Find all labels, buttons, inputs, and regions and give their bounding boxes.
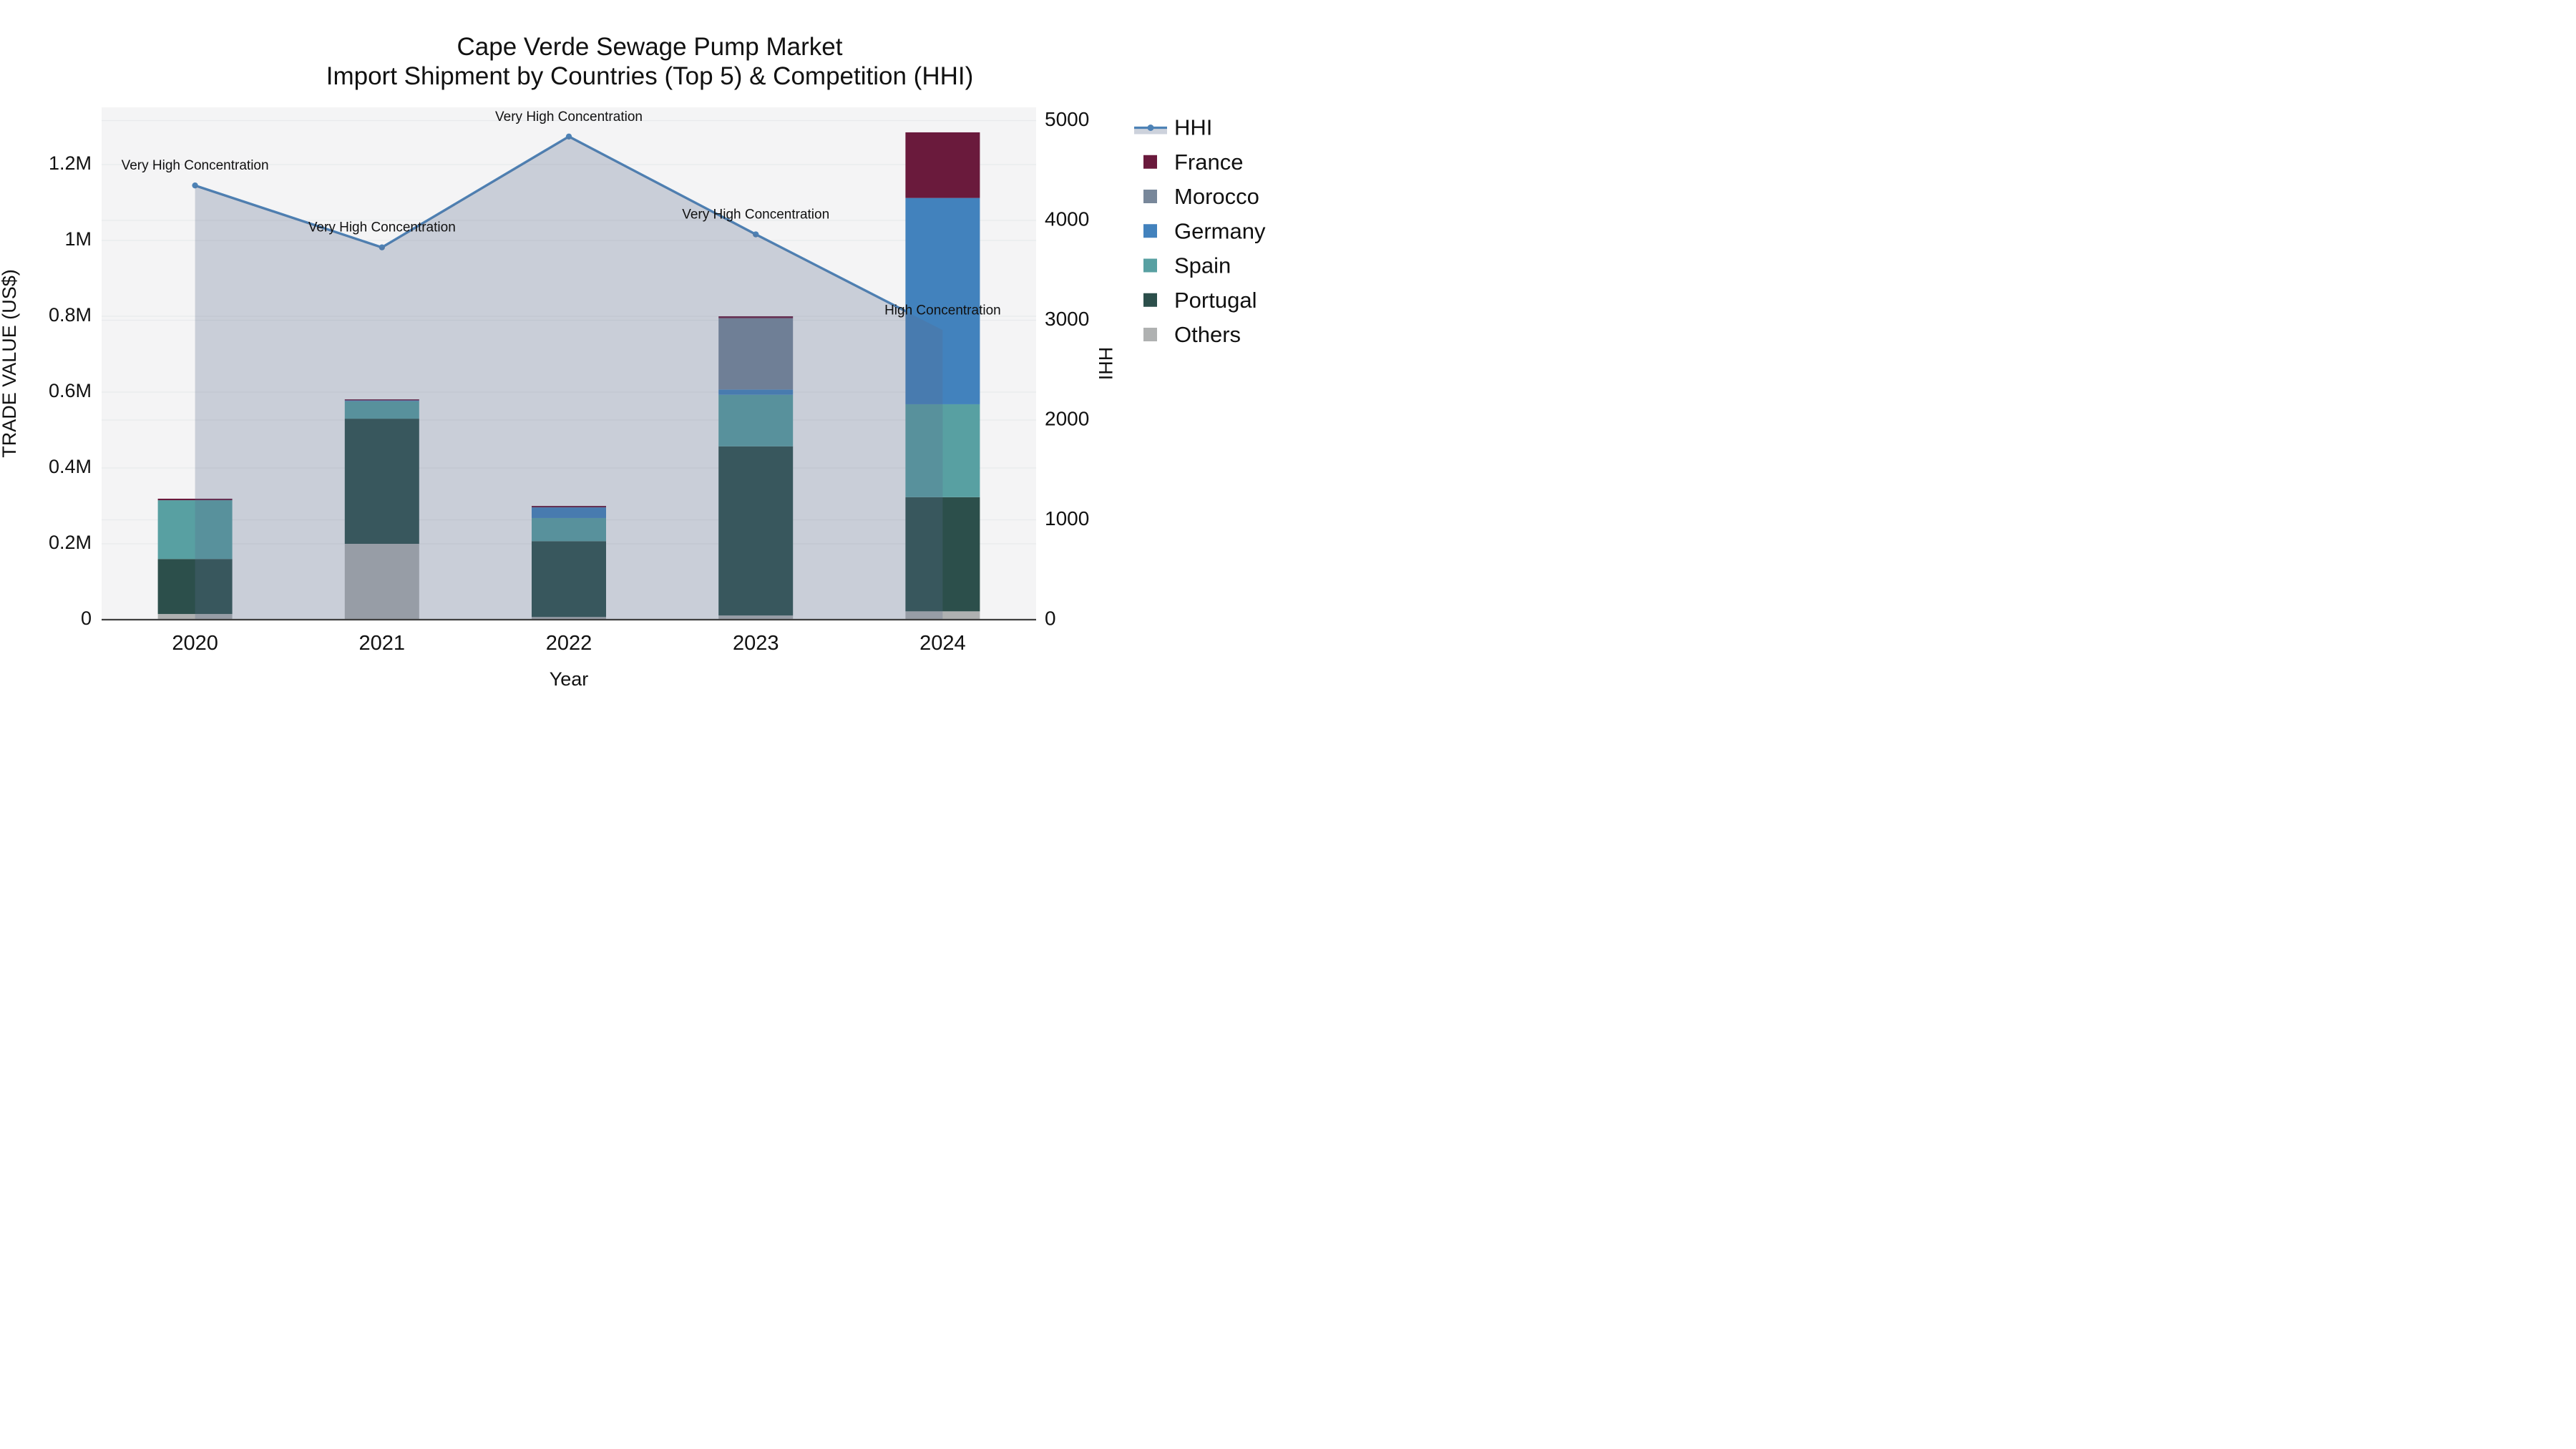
bar-segment-france-2024	[905, 132, 980, 198]
hhi-marker-2021	[379, 244, 385, 250]
legend-item-spain[interactable]: Spain	[1143, 253, 1231, 278]
bar-segment-morocco-2023	[718, 318, 794, 390]
annotation-2024: High Concentration	[884, 303, 1001, 318]
legend-swatch-spain	[1143, 258, 1157, 273]
y-left-tick-label: 0.6M	[49, 380, 92, 401]
bar-segment-spain-2022	[532, 517, 606, 542]
y-right-tick-label: 3000	[1045, 308, 1089, 330]
bar-segment-others-2023	[718, 615, 794, 620]
bar-segment-france-2021	[344, 399, 419, 401]
y-left-tick-label: 1M	[64, 228, 92, 250]
x-tick-label-2023: 2023	[733, 632, 779, 655]
y-left-tick-label: 0.8M	[49, 304, 92, 326]
bar-segment-spain-2020	[157, 500, 233, 560]
bar-segment-portugal-2022	[532, 541, 606, 618]
bar-segment-spain-2023	[718, 394, 794, 447]
hhi-marker-2022	[565, 133, 572, 140]
legend-item-france[interactable]: France	[1143, 150, 1243, 175]
y-left-tick-label: 0.4M	[49, 456, 92, 477]
legend-label-spain: Spain	[1174, 253, 1231, 278]
legend-item-morocco[interactable]: Morocco	[1143, 184, 1259, 209]
legend-item-others[interactable]: Others	[1143, 322, 1241, 347]
legend-label-portugal: Portugal	[1174, 288, 1257, 313]
bar-segment-germany-2022	[532, 507, 606, 518]
hhi-marker-2020	[192, 182, 198, 189]
legend-swatch-portugal	[1143, 293, 1157, 307]
y-right-tick-label: 0	[1045, 607, 1056, 629]
legend-label-hhi: HHI	[1174, 115, 1212, 140]
y-left-tick-label: 0	[81, 608, 92, 629]
legend-label-germany: Germany	[1174, 218, 1266, 243]
chart-title: Cape Verde Sewage Pump Market	[457, 33, 843, 61]
bar-segment-france-2020	[157, 498, 233, 501]
hhi-legend-marker	[1147, 125, 1154, 131]
bar-segment-france-2023	[718, 316, 794, 318]
legend-swatch-germany	[1143, 224, 1157, 238]
bar-segment-portugal-2021	[344, 419, 419, 544]
legend-label-france: France	[1174, 150, 1243, 175]
legend-swatch-others	[1143, 328, 1157, 341]
legend-swatch-france	[1143, 155, 1157, 169]
chart-figure: 0 0.2M 0.4M 0.6M 0.8M 1M 1.2M 0 1000 2000 3000 4000…	[0, 0, 1288, 725]
x-tick-label-2022: 2022	[546, 632, 592, 655]
annotation-2021: Very High Concentration	[308, 220, 456, 235]
bar-segment-others-2022	[532, 617, 606, 620]
legend-label-others: Others	[1174, 322, 1241, 347]
y-right-tick-label: 2000	[1045, 407, 1089, 429]
bar-segment-spain-2024	[905, 404, 980, 497]
y-right-tick-label: 5000	[1045, 108, 1089, 130]
bar-segment-others-2021	[344, 544, 419, 620]
y-left-axis-title: TRADE VALUE (US$)	[0, 269, 20, 458]
bar-segment-portugal-2020	[157, 559, 233, 615]
x-tick-label-2024: 2024	[919, 632, 966, 655]
annotation-2022: Very High Concentration	[495, 109, 643, 125]
chart-subtitle: Import Shipment by Countries (Top 5) & C…	[326, 62, 974, 90]
annotation-2020: Very High Concentration	[122, 158, 269, 173]
hhi-area-fill	[195, 136, 943, 620]
legend-item-germany[interactable]: Germany	[1143, 218, 1266, 243]
y-left-tick-label: 1.2M	[49, 152, 92, 174]
y-right-tick-label: 1000	[1045, 507, 1089, 530]
y-right-axis-title: HHI	[1095, 347, 1116, 381]
x-axis-title: Year	[550, 668, 589, 690]
bar-segment-germany-2024	[905, 197, 980, 404]
bar-segment-portugal-2023	[718, 446, 794, 616]
hhi-marker-2023	[753, 231, 759, 238]
annotation-2023: Very High Concentration	[682, 208, 829, 223]
chart-canvas: 0 0.2M 0.4M 0.6M 0.8M 1M 1.2M 0 1000 2000 3000 4000…	[0, 33, 1266, 690]
bar-segment-spain-2021	[344, 401, 419, 419]
bar-segment-others-2020	[157, 614, 233, 620]
bar-segment-others-2024	[905, 611, 980, 620]
y-left-tick-label: 0.2M	[49, 532, 92, 553]
legend-item-hhi[interactable]: HHI	[1134, 115, 1212, 140]
x-tick-label-2021: 2021	[359, 632, 406, 655]
bar-segment-portugal-2024	[905, 497, 980, 612]
legend-item-portugal[interactable]: Portugal	[1143, 288, 1257, 313]
bar-segment-germany-2023	[718, 389, 794, 395]
x-tick-label-2020: 2020	[172, 632, 218, 655]
legend-label-morocco: Morocco	[1174, 184, 1259, 209]
bar-segment-france-2022	[532, 506, 606, 508]
legend-swatch-morocco	[1143, 190, 1157, 203]
y-right-tick-label: 4000	[1045, 208, 1089, 230]
